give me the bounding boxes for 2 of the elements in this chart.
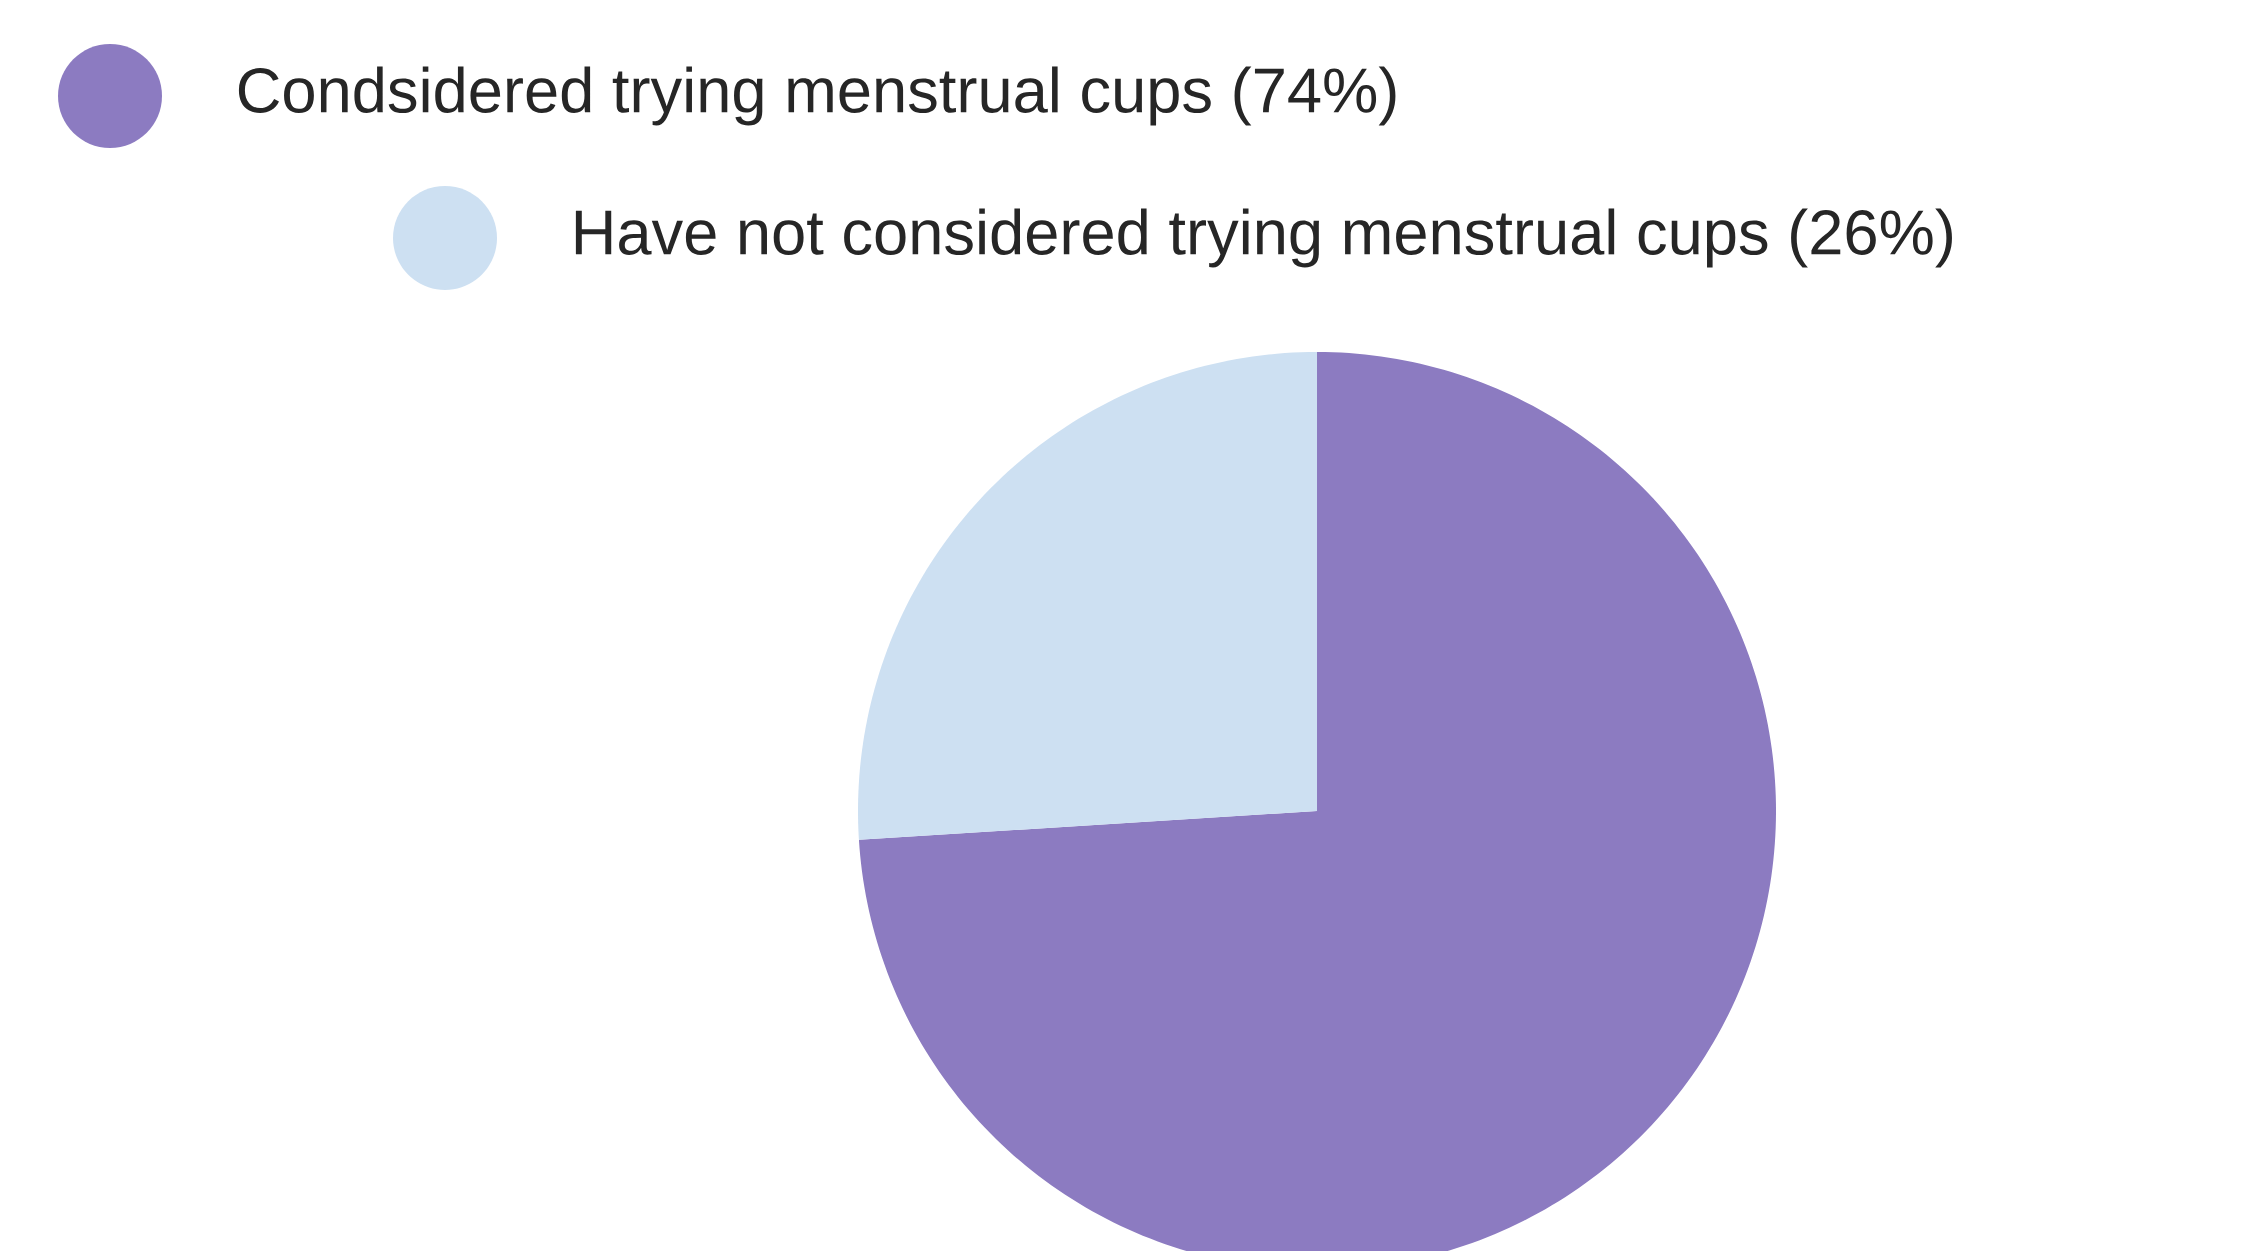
legend-label: Have not considered trying menstrual cups (26%) <box>575 208 1952 268</box>
legend-label: Condsidered trying menstrual cups (74%) <box>238 66 1396 126</box>
